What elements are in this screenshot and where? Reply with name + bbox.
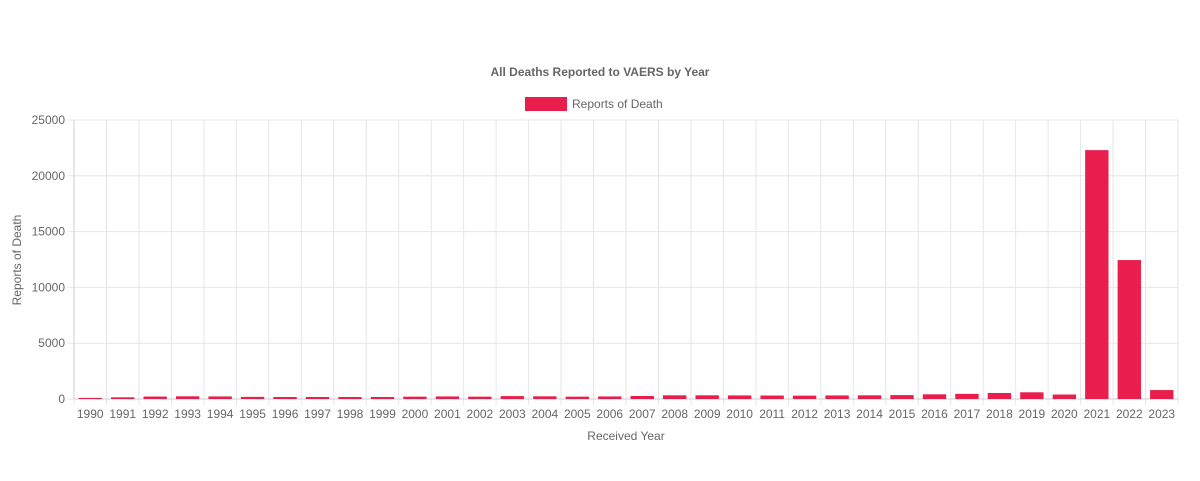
x-tick-label: 2014	[856, 407, 883, 421]
x-tick-label: 1996	[272, 407, 299, 421]
x-tick-label: 2009	[694, 407, 721, 421]
x-tick-label: 1994	[207, 407, 234, 421]
x-tick-label: 2015	[889, 407, 916, 421]
x-tick-label: 2018	[986, 407, 1013, 421]
bar-2018[interactable]	[987, 392, 1012, 399]
x-tick-labels: 1990 1991 1992 1993 1994 1995 1996 1997 1998 1999…	[77, 407, 1176, 421]
bar-2009[interactable]	[695, 395, 719, 399]
bar-2000[interactable]	[403, 396, 427, 399]
y-tick-labels: 0 5000 10000 15000 20000 25000	[32, 113, 66, 406]
bar-1990[interactable]	[78, 397, 102, 399]
x-tick-label: 2000	[402, 407, 429, 421]
bar-2020[interactable]	[1052, 394, 1077, 399]
legend-label[interactable]: Reports of Death	[572, 97, 663, 111]
bar-1996[interactable]	[273, 396, 297, 399]
x-tick-label: 2004	[531, 407, 558, 421]
x-tick-label: 2007	[629, 407, 656, 421]
y-tick-label: 10000	[32, 280, 66, 294]
bar-2005[interactable]	[565, 396, 589, 399]
bar-1992[interactable]	[143, 396, 167, 399]
x-tick-label: 2021	[1083, 407, 1110, 421]
x-tick-label: 1990	[77, 407, 104, 421]
legend-swatch[interactable]	[525, 97, 567, 111]
bar-2015[interactable]	[890, 395, 914, 399]
x-tick-label: 2022	[1116, 407, 1143, 421]
bar-1999[interactable]	[370, 396, 395, 399]
bar-2019[interactable]	[1020, 392, 1044, 399]
x-tick-label: 1999	[369, 407, 396, 421]
x-tick-label: 2023	[1148, 407, 1175, 421]
bar-1995[interactable]	[240, 396, 265, 399]
x-tick-label: 2011	[759, 407, 785, 421]
x-tick-label: 1997	[304, 407, 331, 421]
y-axis-label: Reports of Death	[10, 215, 24, 306]
x-tick-label: 2008	[661, 407, 688, 421]
x-tick-label: 2013	[824, 407, 851, 421]
y-tick-label: 5000	[38, 336, 65, 350]
x-tick-label: 1991	[109, 407, 136, 421]
bar-2010[interactable]	[727, 395, 752, 399]
bar-2004[interactable]	[533, 396, 557, 399]
bar-2012[interactable]	[792, 395, 817, 399]
x-tick-label: 2002	[467, 407, 494, 421]
y-tick-label: 15000	[32, 225, 66, 239]
bar-2003[interactable]	[500, 396, 525, 399]
x-tick-label: 2010	[726, 407, 753, 421]
x-tick-label: 2020	[1051, 407, 1078, 421]
bar-2023[interactable]	[1150, 390, 1174, 399]
x-tick-label: 1998	[337, 407, 364, 421]
y-tick-label: 25000	[32, 113, 66, 127]
x-tick-label: 2016	[921, 407, 948, 421]
bar-1997[interactable]	[305, 396, 330, 399]
x-tick-label: 2005	[564, 407, 591, 421]
x-tick-label: 2001	[434, 407, 461, 421]
grid	[68, 119, 1179, 405]
bar-2007[interactable]	[630, 395, 654, 399]
bar-2013[interactable]	[825, 395, 849, 399]
bar-2014[interactable]	[857, 395, 882, 399]
bar-2016[interactable]	[922, 394, 947, 399]
bar-2011[interactable]	[760, 395, 784, 399]
bar-1993[interactable]	[175, 396, 200, 399]
legend[interactable]: Reports of Death	[525, 97, 663, 111]
x-tick-label: 2003	[499, 407, 526, 421]
bar-2006[interactable]	[598, 396, 622, 399]
bar-2008[interactable]	[663, 395, 687, 399]
x-tick-label: 2012	[791, 407, 818, 421]
bar-1991[interactable]	[111, 397, 135, 399]
bar-2021[interactable]	[1085, 150, 1109, 399]
bar-1994[interactable]	[208, 396, 232, 399]
bar-2017[interactable]	[955, 393, 979, 399]
chart-title: All Deaths Reported to VAERS by Year	[491, 65, 710, 79]
x-tick-label: 1992	[142, 407, 169, 421]
bar-1998[interactable]	[338, 396, 362, 399]
x-tick-label: 2017	[954, 407, 981, 421]
x-tick-label: 1993	[174, 407, 201, 421]
x-axis-label: Received Year	[587, 429, 664, 443]
y-tick-label: 20000	[32, 169, 66, 183]
x-tick-label: 2019	[1019, 407, 1046, 421]
bar-2022[interactable]	[1117, 260, 1141, 399]
bar-2001[interactable]	[435, 396, 460, 399]
y-tick-label: 0	[58, 392, 65, 406]
x-tick-label: 2006	[596, 407, 623, 421]
x-tick-label: 1995	[239, 407, 266, 421]
bar-2002[interactable]	[468, 396, 492, 399]
bars	[78, 150, 1174, 399]
